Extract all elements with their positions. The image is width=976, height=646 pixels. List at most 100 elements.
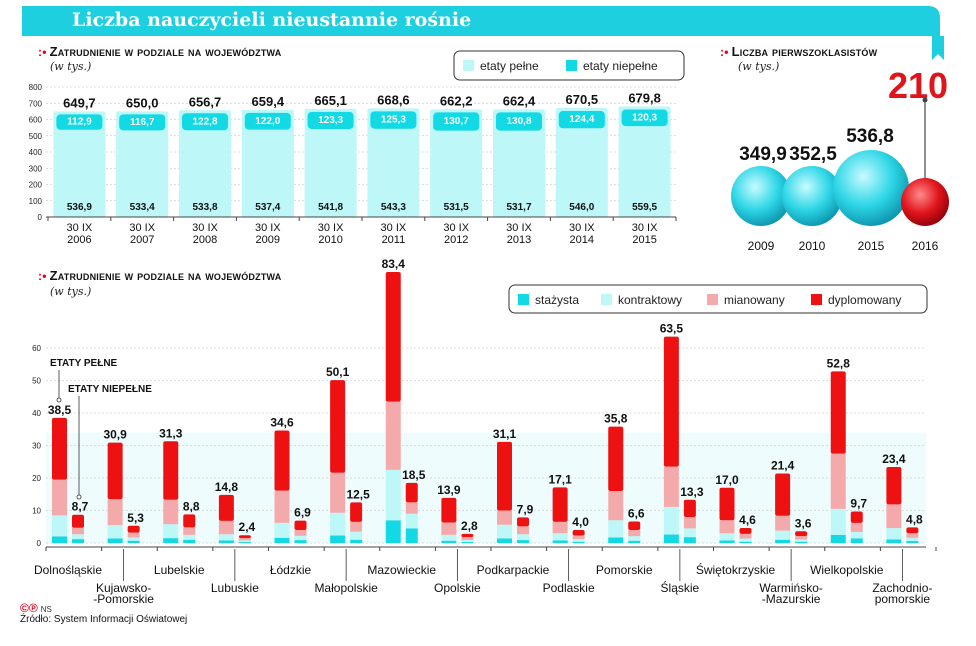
bar-part-kontraktowy: [350, 531, 363, 540]
y-tick-label: 20: [32, 474, 41, 483]
bar-part-dyplomowany: [739, 528, 752, 534]
bar-part-dyplomowany: [795, 531, 808, 537]
y-tick-label: 800: [29, 83, 43, 92]
part-value-label: 125,3: [381, 115, 406, 126]
bar-part-kontraktowy: [183, 534, 196, 540]
bar-full-stazysta: [385, 520, 401, 543]
header-banner: Liczba nauczycieli nieustannie rośnie: [22, 6, 940, 36]
bubble-2016: [901, 178, 949, 226]
bottom-legend: stażysta kontraktowy mianowany dyplomowany: [508, 284, 928, 314]
bar-full-dyplomowany: [107, 442, 123, 500]
legend-swatch-part: [566, 60, 577, 71]
y-tick-label: 700: [29, 99, 43, 108]
banner-tab: [932, 36, 944, 60]
full-value-label: 559,5: [632, 202, 657, 213]
x-category-label: Podkarpackie: [477, 563, 550, 577]
bubble-2009: [731, 166, 791, 226]
y-tick-label: 60: [32, 344, 41, 353]
bar-full-kontraktowy: [441, 534, 457, 541]
bottom-chart-unit: (w tys.): [50, 285, 92, 298]
bar-part-stazysta: [572, 541, 585, 543]
bar-full-kontraktowy: [886, 528, 902, 540]
bar-full-stazysta: [497, 538, 512, 543]
bar-part-mianowany: [572, 535, 585, 540]
bar-part: [621, 109, 668, 127]
bar-full-mianowany: [274, 490, 290, 523]
bar-full-mianowany: [552, 521, 568, 534]
page-title: Liczba nauczycieli nieustannie rośnie: [72, 9, 472, 31]
bar-part-dyplomowany: [628, 521, 641, 530]
bar-full: [430, 109, 483, 217]
bar-full-kontraktowy: [385, 469, 401, 521]
top-chart-unit: (w tys.): [50, 60, 92, 73]
y-tick-label: 10: [32, 507, 41, 516]
bar-full-mianowany: [385, 401, 401, 470]
bar-part-kontraktowy: [850, 531, 863, 539]
legend-label-full: etaty pełne: [480, 59, 539, 73]
x-category-label: Zachodnio-pomorskie: [872, 581, 932, 606]
bar-full: [367, 108, 420, 217]
bar-part-kontraktowy: [906, 537, 919, 542]
legend-swatch-stazysta: [518, 294, 529, 305]
bar-part: [370, 111, 417, 129]
part-total-label: 4,0: [572, 515, 589, 529]
bar-part-dyplomowany: [72, 514, 84, 528]
bar-part-stazysta: [127, 540, 140, 543]
x-tick-label: 30 IX 2015: [632, 222, 658, 246]
bubble-value-label: 349,9: [739, 144, 787, 165]
annotation-part: ETATY NIEPEŁNE: [68, 384, 152, 395]
bar-full-dyplomowany: [552, 487, 568, 522]
x-category-label: Lubelskie: [154, 563, 205, 577]
bar-part: [182, 113, 228, 131]
x-tick-label: 30 IX 2007: [129, 222, 155, 246]
part-total-label: 2,4: [239, 520, 256, 534]
full-total-label: 34,6: [270, 416, 294, 430]
bubble-2015: [833, 150, 909, 226]
bar-full-kontraktowy: [274, 522, 290, 538]
bar-full-kontraktowy: [163, 524, 179, 539]
bar-part-mianowany: [350, 521, 363, 532]
bar-part-dyplomowany: [127, 525, 140, 533]
bar-part: [307, 111, 354, 129]
x-category-label: Świętokrzyskie: [696, 562, 776, 577]
x-tick-label: 30 IX 2013: [506, 222, 532, 246]
bar-part-dyplomowany: [238, 535, 251, 539]
part-total-label: 9,7: [850, 496, 867, 510]
balls-chart-title: :• Liczba pierwszoklasistów: [720, 44, 878, 59]
bar-part-dyplomowany: [461, 533, 474, 538]
bar-part-mianowany: [850, 522, 863, 532]
x-tick-label: 30 IX 2012: [443, 222, 469, 246]
bar-part-mianowany: [238, 538, 251, 541]
part-value-label: 122,0: [255, 116, 280, 127]
y-tick-label: 0: [38, 213, 43, 222]
bar-full-stazysta: [663, 534, 679, 543]
bar-full-stazysta: [719, 540, 735, 543]
legend-swatch-dyplomowany: [811, 294, 822, 305]
bar-part-mianowany: [683, 517, 696, 529]
bar-part-kontraktowy: [461, 540, 474, 543]
full-total-label: 21,4: [771, 458, 795, 472]
full-value-label: 531,7: [506, 202, 531, 213]
full-value-label: 546,0: [569, 202, 594, 213]
bar-full-mianowany: [107, 499, 123, 526]
bar-full-dyplomowany: [52, 417, 67, 480]
bar-part-stazysta: [72, 539, 84, 543]
bar-full: [241, 109, 294, 217]
footer-logo: ©℗ NS: [20, 601, 52, 615]
bar-full-stazysta: [330, 535, 346, 543]
full-total-label: 17,1: [548, 472, 572, 486]
part-value-label: 130,8: [506, 116, 531, 127]
bubble-year-label: 2009: [748, 239, 775, 253]
bar-full-dyplomowany: [274, 430, 290, 491]
total-value-label: 659,4: [252, 94, 285, 109]
y-tick-label: 300: [29, 164, 43, 173]
bar-full-kontraktowy: [663, 506, 679, 535]
top-chart-title: :• Zatrudnienie w podziale na województwa: [38, 44, 282, 59]
bar-part-kontraktowy: [572, 539, 585, 542]
part-total-label: 8,8: [183, 499, 200, 513]
total-value-label: 679,8: [628, 91, 661, 106]
bar-part-dyplomowany: [405, 482, 418, 503]
x-category-label: Dolnośląskie: [34, 563, 102, 577]
balls-chart: 2009 2010 2015 2016 349,9 352,5 536,8 210: [731, 36, 949, 253]
bar-part: [558, 111, 605, 129]
